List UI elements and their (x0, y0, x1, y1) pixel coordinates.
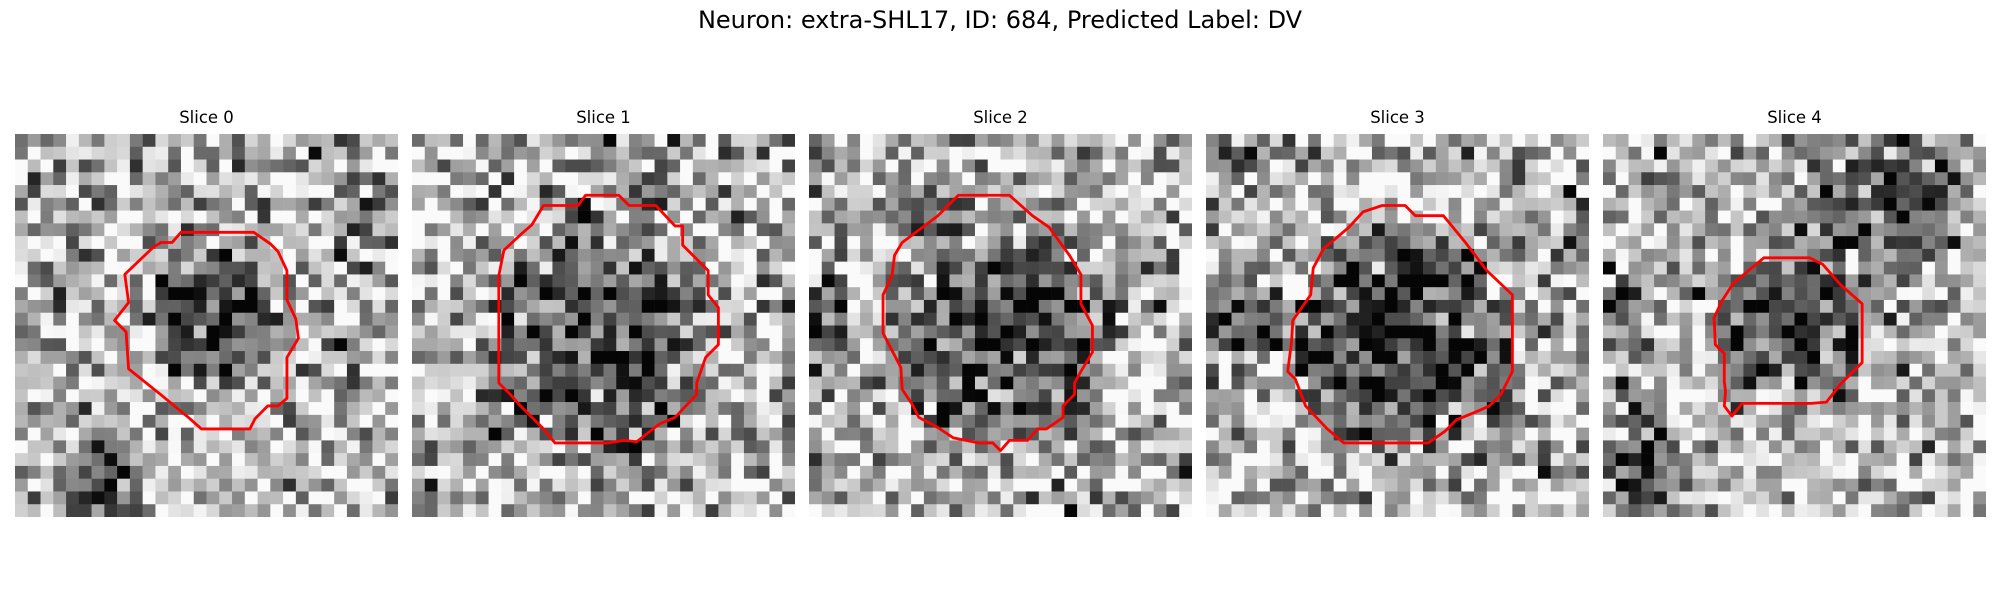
slice-image-4 (1603, 134, 1986, 517)
figure-title: Neuron: extra-SHL17, ID: 684, Predicted … (697, 6, 1303, 34)
slice-panel-2: Slice 2 (809, 108, 1192, 520)
slice-title-2: Slice 2 (973, 108, 1028, 127)
contour-outline (1712, 256, 1864, 418)
contour-outline (1286, 204, 1514, 445)
slice-pixels (412, 134, 795, 517)
slice-image-0 (15, 134, 398, 517)
slice-pixels (1603, 134, 1986, 517)
slice-panel-1: Slice 1 (412, 108, 795, 520)
slice-image-1 (412, 134, 795, 517)
contour-outline (881, 193, 1094, 453)
slice-panel-3: Slice 3 (1206, 108, 1589, 520)
slice-panel-4: Slice 4 (1603, 108, 1986, 520)
slice-image-3 (1206, 134, 1589, 517)
slice-pixels (15, 134, 398, 517)
slice-title-0: Slice 0 (179, 108, 234, 127)
slice-image-2 (809, 134, 1192, 517)
slice-title-3: Slice 3 (1370, 108, 1425, 127)
slice-title-1: Slice 1 (576, 108, 631, 127)
contour-outline (497, 193, 720, 445)
contour-outline (113, 230, 300, 431)
slice-pixels (809, 134, 1192, 517)
slice-panel-0: Slice 0 (15, 108, 398, 520)
slice-pixels (1206, 134, 1589, 517)
slice-title-4: Slice 4 (1767, 108, 1822, 127)
